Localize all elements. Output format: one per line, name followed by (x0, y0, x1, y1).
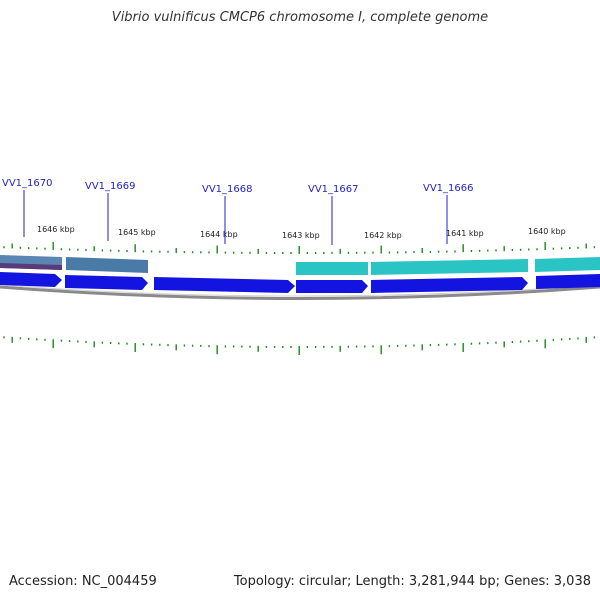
kbp-label: 1641 kbp (446, 229, 484, 238)
gene-labels: VV1_1670 VV1_1669 VV1_1668 VV1_1667 VV1_… (2, 178, 474, 195)
gene-arrow-3 (154, 277, 295, 293)
accession-text: Accession: NC_004459 (9, 574, 157, 589)
kbp-label: 1643 kbp (282, 231, 320, 240)
gene-arrow-5 (371, 277, 528, 293)
gene-label[interactable]: VV1_1667 (308, 184, 359, 195)
kbp-label: 1640 kbp (528, 227, 566, 236)
gene-arrow-4 (296, 280, 368, 293)
gene-arrow-2 (65, 275, 148, 290)
gene-feature-steel-vv1669 (66, 257, 148, 273)
tick-row-lower (3, 336, 596, 355)
forward-strand-features (0, 272, 600, 293)
gene-arrow-1 (0, 272, 62, 287)
map-title: Vibrio vulnificus CMCP6 chromosome I, co… (111, 10, 489, 25)
gene-label[interactable]: VV1_1669 (85, 181, 136, 192)
gene-label-leaders (23, 190, 448, 245)
kbp-label: 1645 kbp (118, 228, 156, 237)
tick-row-upper (3, 241, 596, 254)
gene-label[interactable]: VV1_1670 (2, 178, 53, 189)
gene-feature-cyan-vv1666 (371, 259, 528, 275)
reverse-strand-features (0, 255, 600, 275)
gene-feature-cyan-right (535, 257, 600, 272)
kbp-label: 1644 kbp (200, 230, 238, 239)
gene-label[interactable]: VV1_1668 (202, 184, 253, 195)
gene-feature-purple (0, 263, 62, 270)
genome-summary-text: Topology: circular; Length: 3,281,944 bp… (233, 574, 591, 589)
kbp-label: 1646 kbp (37, 225, 75, 234)
gene-label[interactable]: VV1_1666 (423, 183, 474, 194)
backbone-arc (0, 285, 600, 300)
gene-feature-cyan-vv1667 (296, 262, 368, 275)
backbone-arc-inner (0, 284, 600, 297)
gene-arrow-6 (536, 274, 600, 289)
kbp-scale: 1646 kbp 1645 kbp 1644 kbp 1643 kbp 1642… (37, 225, 566, 240)
kbp-label: 1642 kbp (364, 231, 402, 240)
